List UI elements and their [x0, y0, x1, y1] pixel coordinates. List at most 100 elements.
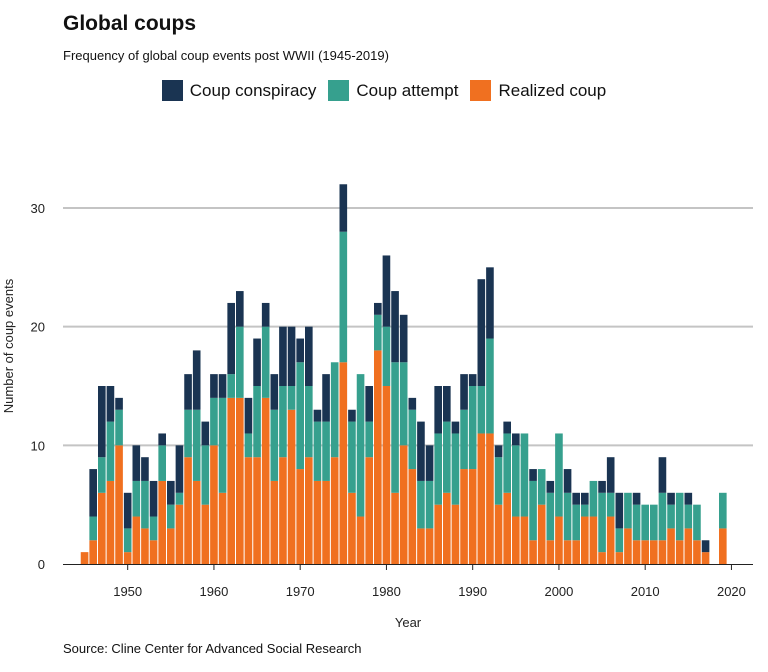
bar-conspiracy — [279, 326, 287, 386]
bar-conspiracy — [451, 421, 460, 434]
bar-conspiracy — [261, 302, 270, 327]
bar-attempt — [296, 362, 304, 470]
bar-realized — [322, 480, 330, 564]
bar-realized — [512, 516, 520, 564]
y-axis-title: Number of coup events — [1, 278, 16, 413]
bar-realized — [374, 350, 382, 564]
bar-realized — [89, 540, 97, 564]
bar-attempt — [555, 433, 563, 517]
bar-realized — [555, 516, 563, 564]
bar-conspiracy — [115, 397, 123, 410]
bar-realized — [494, 504, 503, 564]
bar-conspiracy — [192, 350, 201, 410]
bar-attempt — [175, 492, 184, 505]
bar-attempt — [606, 492, 615, 517]
bar-attempt — [719, 492, 727, 529]
bar-conspiracy — [468, 374, 477, 386]
bar-realized — [253, 457, 261, 564]
x-tick-label: 1960 — [199, 584, 228, 599]
bar-realized — [667, 528, 675, 564]
x-tick-label: 2000 — [544, 584, 573, 599]
bar-attempt — [356, 374, 365, 517]
bar-conspiracy — [417, 421, 425, 481]
bar-attempt — [158, 445, 166, 481]
bar-realized — [572, 540, 580, 564]
bar-conspiracy — [486, 267, 494, 339]
bar-conspiracy — [434, 386, 442, 434]
bar-conspiracy — [512, 433, 520, 446]
bar-conspiracy — [572, 492, 580, 505]
bar-attempt — [287, 386, 296, 410]
bar-attempt — [693, 504, 701, 541]
bar-realized — [451, 504, 460, 564]
bar-conspiracy — [606, 457, 615, 493]
bar-conspiracy — [106, 386, 115, 422]
bar-realized — [615, 552, 624, 564]
bar-attempt — [675, 492, 684, 541]
bar-conspiracy — [270, 374, 279, 410]
bar-conspiracy — [667, 492, 675, 505]
bar-attempt — [546, 492, 555, 541]
chart-title: Global coups — [63, 12, 197, 35]
bar-attempt — [374, 314, 382, 351]
bar-realized — [434, 504, 442, 564]
bar-conspiracy — [399, 314, 408, 363]
y-tick-label: 0 — [38, 557, 45, 572]
bar-attempt — [650, 504, 658, 541]
bar-conspiracy — [175, 445, 184, 493]
bar-attempt — [210, 397, 218, 446]
legend-item-attempt: Coup attempt — [328, 80, 458, 101]
bar-realized — [158, 480, 166, 564]
bar-conspiracy — [339, 184, 348, 232]
y-tick-label: 20 — [31, 320, 45, 335]
bar-realized — [658, 540, 667, 564]
bar-conspiracy — [149, 480, 158, 517]
bar-realized — [192, 480, 201, 564]
bar-realized — [348, 492, 356, 564]
legend-swatch-attempt — [328, 80, 350, 101]
bar-attempt — [443, 421, 451, 493]
bar-conspiracy — [374, 302, 382, 315]
bar-attempt — [537, 469, 546, 505]
bar-attempt — [451, 433, 460, 505]
bar-realized — [210, 445, 218, 564]
bar-realized — [520, 516, 529, 564]
bar-attempt — [684, 504, 693, 529]
bar-realized — [80, 552, 89, 564]
bar-conspiracy — [477, 279, 486, 386]
bar-attempt — [391, 362, 399, 493]
bar-realized — [529, 540, 537, 564]
bar-attempt — [658, 492, 667, 541]
bar-realized — [503, 492, 511, 564]
bar-conspiracy — [98, 386, 106, 458]
grid-lines — [63, 207, 753, 447]
bar-attempt — [494, 457, 503, 505]
bar-attempt — [305, 386, 313, 458]
bar-conspiracy — [158, 433, 166, 446]
bar-attempt — [98, 457, 106, 493]
bar-attempt — [313, 421, 322, 481]
bar-realized — [167, 528, 175, 564]
x-tick-label: 1990 — [458, 584, 487, 599]
bar-conspiracy — [210, 374, 218, 398]
bar-realized — [313, 480, 322, 564]
bar-conspiracy — [201, 421, 210, 446]
bar-realized — [650, 540, 658, 564]
bar-conspiracy — [313, 409, 322, 422]
bar-realized — [356, 516, 365, 564]
bar-realized — [641, 540, 649, 564]
bar-realized — [98, 492, 106, 564]
bar-conspiracy — [287, 326, 296, 386]
legend-label-realized: Realized coup — [498, 80, 607, 100]
bar-attempt — [468, 386, 477, 470]
bar-conspiracy — [253, 338, 261, 386]
bar-attempt — [192, 409, 201, 481]
bar-conspiracy — [425, 445, 434, 481]
legend: Coup conspiracy Coup attempt Realized co… — [0, 80, 768, 101]
bar-conspiracy — [460, 374, 468, 410]
bar-attempt — [503, 433, 511, 493]
bar-conspiracy — [701, 540, 710, 553]
bar-realized — [115, 445, 123, 564]
bar-realized — [443, 492, 451, 564]
bar-attempt — [641, 504, 649, 541]
